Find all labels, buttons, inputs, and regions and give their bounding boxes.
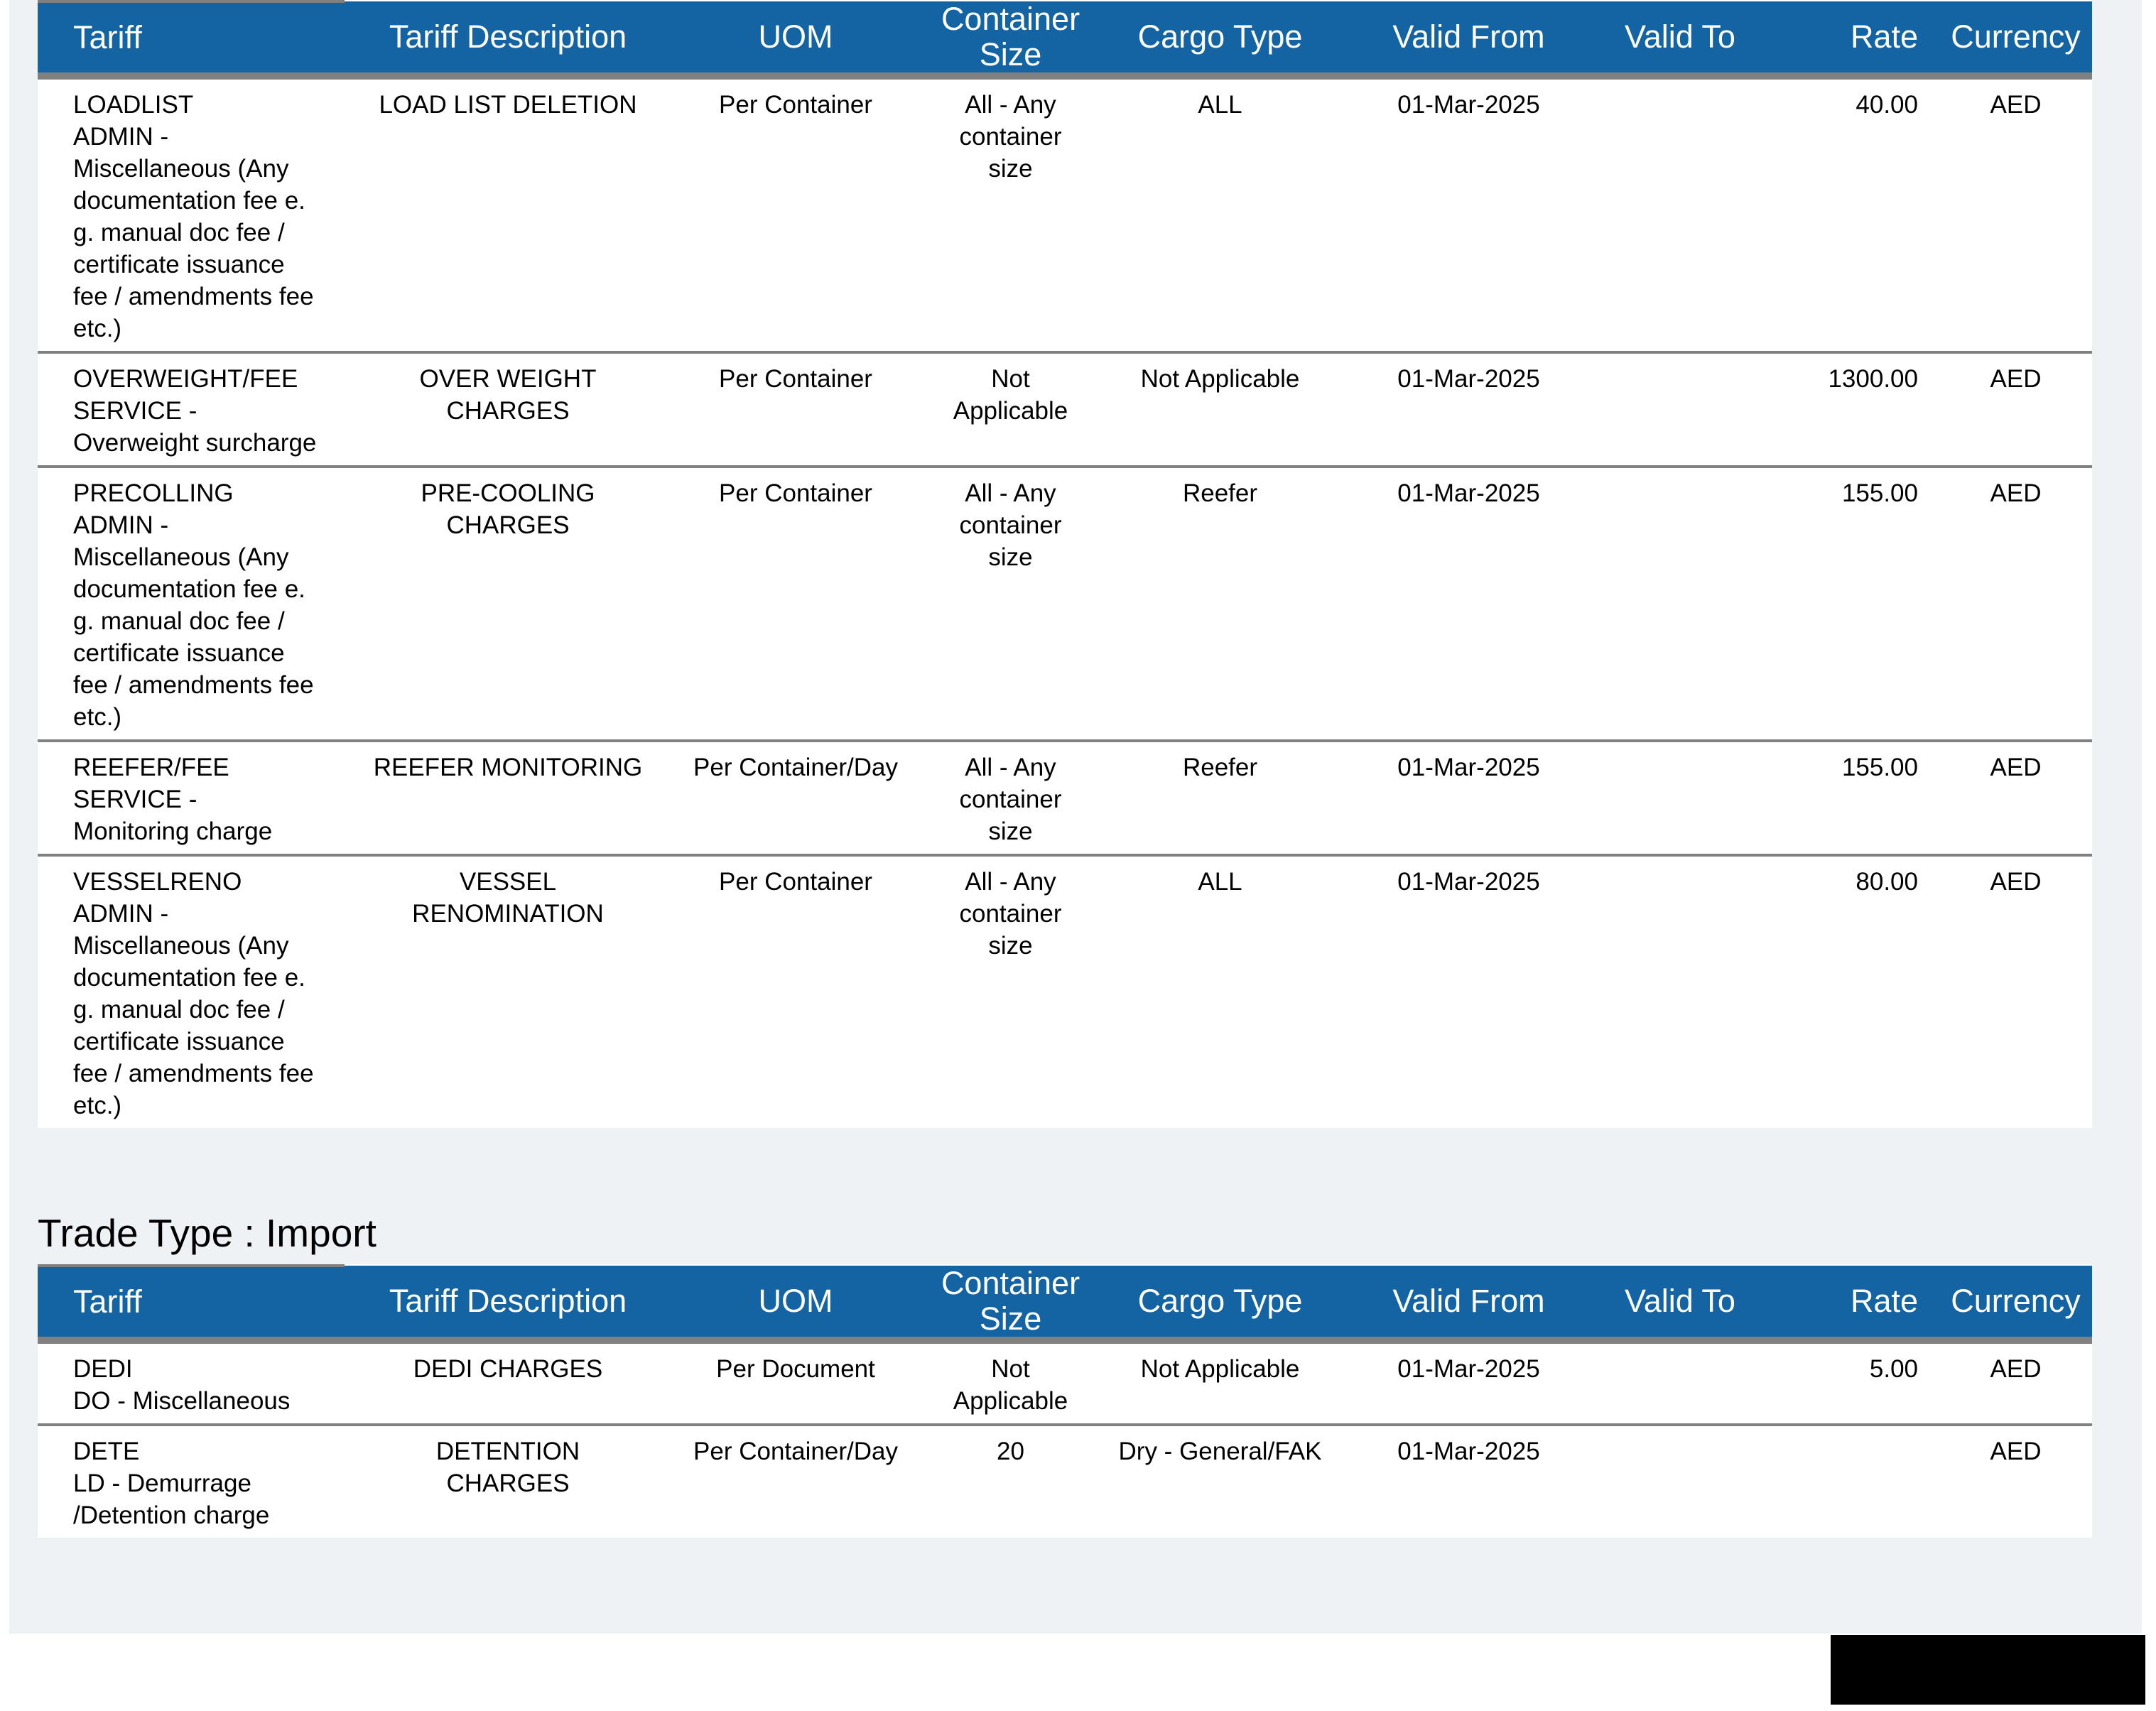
column-header: Valid From — [1339, 1, 1598, 80]
table-cell: All - Any container size — [920, 739, 1101, 855]
table-cell: 155.00 — [1762, 739, 1939, 855]
table-cell: 80.00 — [1762, 854, 1939, 1128]
table-cell — [1598, 739, 1762, 855]
table-cell: LOADLIST ADMIN - Miscellaneous (Any docu… — [73, 91, 314, 342]
table-cell: 155.00 — [1762, 465, 1939, 741]
column-header: Valid From — [1339, 1266, 1598, 1344]
table-cell — [1598, 76, 1762, 352]
column-header: Tariff Description — [345, 1266, 671, 1344]
table-cell: DEDI DO - Miscellaneous — [73, 1355, 291, 1415]
table-cell: AED — [1939, 351, 2092, 467]
table-cell: ALL — [1198, 91, 1242, 119]
column-header: Currency — [1939, 1266, 2092, 1344]
table-cell: REEFER/FEE SERVICE - Monitoring charge — [38, 739, 345, 855]
table-cell: 20 — [920, 1423, 1101, 1538]
table-cell: 01-Mar-2025 — [1397, 91, 1540, 119]
table-cell: AED — [1939, 739, 2092, 855]
table-cell: 01-Mar-2025 — [1339, 351, 1598, 467]
table-cell: PRECOLLING ADMIN - Miscellaneous (Any do… — [38, 465, 345, 741]
table-header: Tariff Tariff Description UOM Container Siz… — [38, 1264, 2092, 1344]
column-header: Container Size — [920, 1, 1101, 80]
table-cell: 1300.00 — [1762, 351, 1939, 467]
column-header: Rate — [1762, 1, 1939, 80]
table-cell: OVERWEIGHT/FEE SERVICE - Overweight surc… — [38, 351, 345, 467]
column-header: Rate — [1762, 1266, 1939, 1344]
table-cell: 01-Mar-2025 — [1339, 854, 1598, 1128]
table-row: REEFER/FEE SERVICE - Monitoring charge RE… — [38, 739, 2092, 855]
table-cell: Not Applicable — [953, 1355, 1068, 1415]
table-cell: VESSELRENO ADMIN - Miscellaneous (Any do… — [38, 854, 345, 1128]
table-cell: Dry - General/FAK — [1101, 1423, 1339, 1538]
table-cell: All - Any container size — [920, 854, 1101, 1128]
table-cell: 5.00 — [1869, 1355, 1918, 1383]
table-cell: Not Applicable — [1101, 351, 1339, 467]
table-cell: 40.00 — [1856, 91, 1918, 119]
table-cell — [1598, 465, 1762, 741]
table-cell: DETENTION CHARGES — [345, 1423, 671, 1538]
table-cell: All - Any container size — [920, 465, 1101, 741]
header-row: Tariff Tariff Description UOM Container Siz… — [38, 0, 2092, 80]
table-cell: Per Container — [671, 854, 920, 1128]
table-cell: OVER WEIGHT CHARGES — [345, 351, 671, 467]
column-header: Tariff — [38, 0, 345, 80]
table-cell: AED — [1939, 1423, 2092, 1538]
trade-type-import-heading: Trade Type : Import — [38, 1211, 377, 1255]
header-row: Tariff Tariff Description UOM Container Siz… — [38, 1264, 2092, 1344]
table-cell: DETE LD - Demurrage /Detention charge — [38, 1423, 345, 1538]
table-header: Tariff Tariff Description UOM Container Siz… — [38, 0, 2092, 80]
column-header: Currency — [1939, 1, 2092, 80]
table-cell: Per Container — [671, 465, 920, 741]
table-cell — [1598, 854, 1762, 1128]
table-cell: AED — [1990, 91, 2042, 119]
table-cell: AED — [1939, 854, 2092, 1128]
table-cell: 01-Mar-2025 — [1397, 1355, 1540, 1383]
table-cell: Reefer — [1101, 739, 1339, 855]
tariff-table-top: Tariff Tariff Description UOM Container Siz… — [38, 0, 2092, 1128]
table-cell — [1598, 1340, 1762, 1425]
table-cell: 01-Mar-2025 — [1339, 739, 1598, 855]
table-cell: Reefer — [1101, 465, 1339, 741]
table-cell: All - Any container size — [959, 91, 1062, 183]
table-cell: Per Container — [719, 91, 872, 119]
table-cell: VESSEL RENOMINATION — [345, 854, 671, 1128]
column-header: Tariff — [38, 1264, 345, 1344]
column-header: Cargo Type — [1101, 1, 1339, 80]
table-cell: DEDI CHARGES — [413, 1355, 603, 1383]
table-row: DETE LD - Demurrage /Detention charge DET… — [38, 1423, 2092, 1538]
table-row: DEDI DO - Miscellaneous DEDI CHARGES Per D… — [38, 1340, 2092, 1425]
table-cell — [1762, 1423, 1939, 1538]
table-cell: Per Document — [716, 1355, 875, 1383]
table-cell: Per Container/Day — [671, 739, 920, 855]
table-cell: Per Container — [671, 351, 920, 467]
table-cell: ALL — [1101, 854, 1339, 1128]
column-header: Tariff Description — [345, 1, 671, 80]
table-cell: REEFER MONITORING — [345, 739, 671, 855]
table-row: VESSELRENO ADMIN - Miscellaneous (Any do… — [38, 854, 2092, 1128]
redacted-block — [1831, 1635, 2145, 1705]
table-cell — [1598, 1423, 1762, 1538]
column-header: Valid To — [1598, 1, 1762, 80]
tariff-table-import: Tariff Tariff Description UOM Container Siz… — [38, 1264, 2092, 1538]
table-cell: AED — [1939, 465, 2092, 741]
table-cell: Not Applicable — [1140, 1355, 1300, 1383]
table-cell: AED — [1990, 1355, 2042, 1383]
table-row: OVERWEIGHT/FEE SERVICE - Overweight surc… — [38, 351, 2092, 467]
table-cell: PRE-COOLING CHARGES — [345, 465, 671, 741]
table-body: DEDI DO - Miscellaneous DEDI CHARGES Per D… — [38, 1340, 2092, 1538]
column-header: Cargo Type — [1101, 1266, 1339, 1344]
column-header: Container Size — [920, 1266, 1101, 1344]
column-header: Valid To — [1598, 1266, 1762, 1344]
table-cell — [1598, 351, 1762, 467]
table-row: PRECOLLING ADMIN - Miscellaneous (Any do… — [38, 465, 2092, 741]
column-header: UOM — [671, 1266, 920, 1344]
column-header: UOM — [671, 1, 920, 80]
table-cell: 01-Mar-2025 — [1339, 465, 1598, 741]
table-cell: 01-Mar-2025 — [1339, 1423, 1598, 1538]
table-cell: Per Container/Day — [671, 1423, 920, 1538]
table-body: LOADLIST ADMIN - Miscellaneous (Any docu… — [38, 76, 2092, 1128]
table-cell: LOAD LIST DELETION — [379, 91, 637, 119]
table-cell: Not Applicable — [920, 351, 1101, 467]
table-row: LOADLIST ADMIN - Miscellaneous (Any docu… — [38, 76, 2092, 352]
